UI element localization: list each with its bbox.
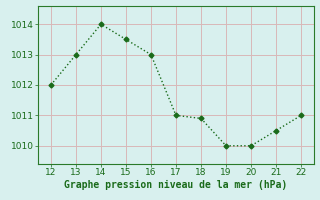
X-axis label: Graphe pression niveau de la mer (hPa): Graphe pression niveau de la mer (hPa)	[64, 180, 288, 190]
